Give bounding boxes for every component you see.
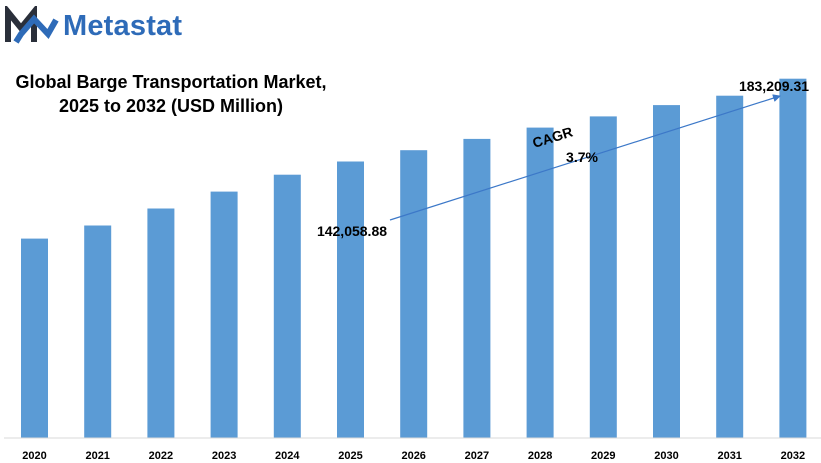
bar-2023 [210,191,238,438]
bar-2020 [21,238,48,438]
bars-layer [21,78,807,439]
bar-2031 [716,95,744,438]
value-label-2025: 142,058.88 [317,223,387,239]
bar-2028 [526,127,554,438]
x-tick-label-2032: 2032 [781,450,805,462]
bar-2026 [400,150,428,438]
x-tick-label-2031: 2031 [717,450,741,462]
bar-2022 [147,208,175,438]
x-tick-label-2021: 2021 [85,450,109,462]
x-tick-label-2027: 2027 [465,450,489,462]
chart-title: Global Barge Transportation Market, 2025… [6,70,336,118]
x-tick-label-2024: 2024 [275,450,300,462]
bar-2021 [84,225,112,438]
bar-2024 [273,174,301,438]
bar-2029 [589,116,617,439]
chart-title-line-2: 2025 to 2032 (USD Million) [58,96,284,116]
chart-title-line-1: Global Barge Transportation Market, [15,72,327,92]
x-tick-label-2030: 2030 [654,450,678,462]
cagr-value: 3.7% [566,149,598,165]
brand-name: Metastat [63,9,183,42]
bar-2025 [337,161,364,438]
bar-2027 [463,138,491,438]
x-tick-label-2022: 2022 [149,450,173,462]
x-tick-label-2023: 2023 [212,450,236,462]
x-tick-label-2026: 2026 [401,450,425,462]
x-tick-label-2025: 2025 [338,450,362,462]
metastat-m-logo-icon [5,6,59,44]
x-tick-label-2028: 2028 [528,450,552,462]
value-label-2032: 183,209.31 [739,78,809,94]
bar-2032 [779,78,807,438]
brand-logo: Metastat [4,6,182,46]
x-tick-labels: 2020 2021 2022 2023 2024 2025 2026 2027 2028 2029… [22,450,805,462]
x-tick-label-2020: 2020 [22,450,46,462]
cagr-trend-arrow [389,94,781,221]
bar-2030 [653,105,680,438]
x-tick-label-2029: 2029 [591,450,615,462]
